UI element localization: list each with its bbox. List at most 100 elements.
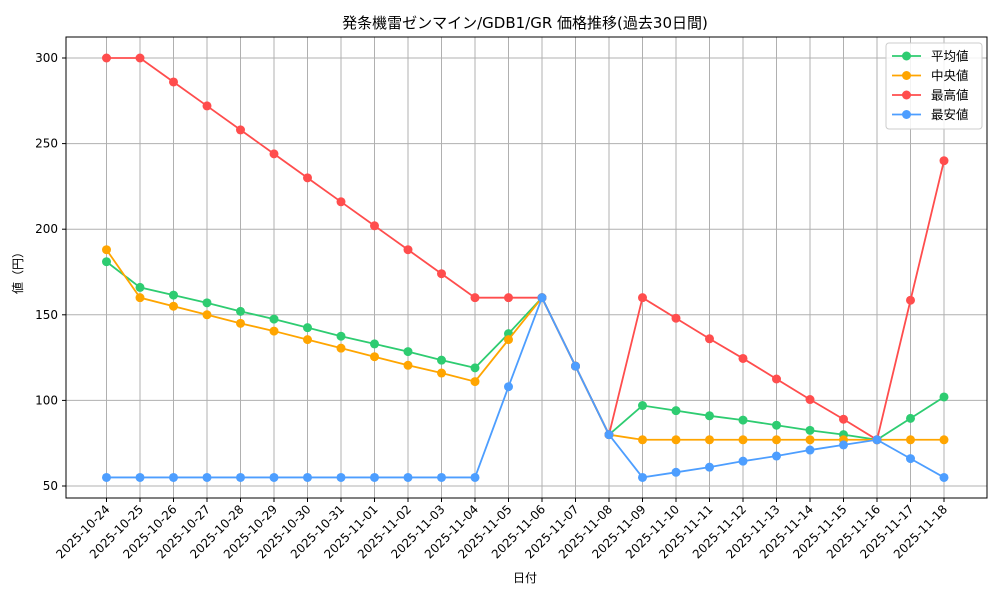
data-point (202, 101, 212, 111)
data-point (604, 430, 614, 440)
data-point (470, 472, 480, 482)
data-point (705, 435, 714, 445)
series-line (106, 57, 945, 442)
data-point (303, 173, 312, 183)
data-point (202, 298, 212, 308)
data-point (537, 293, 547, 303)
data-point (202, 472, 212, 482)
data-point (571, 361, 580, 371)
data-point (805, 425, 815, 435)
data-point (738, 353, 748, 363)
data-point (336, 472, 346, 482)
data-point (872, 435, 882, 445)
data-point (738, 456, 748, 466)
series-平均値 (102, 257, 949, 445)
data-point (437, 355, 446, 365)
data-point (336, 343, 346, 353)
data-point (772, 420, 781, 430)
data-point (269, 326, 279, 336)
legend-swatch-marker (902, 90, 911, 100)
data-point (135, 293, 145, 303)
data-point (671, 406, 681, 416)
legend-label: 平均値 (931, 49, 969, 64)
x-axis: 2025-10-242025-10-252025-10-262025-10-27… (53, 498, 950, 561)
data-point (169, 77, 178, 87)
data-point (403, 360, 413, 370)
data-point (839, 440, 848, 450)
data-point (202, 310, 212, 320)
data-point (805, 445, 815, 455)
data-point (370, 472, 379, 482)
data-point (269, 472, 279, 482)
data-point (705, 334, 714, 344)
data-point (638, 401, 647, 411)
data-point (102, 245, 111, 255)
series-line (105, 249, 944, 441)
data-point (705, 462, 714, 472)
data-point (939, 392, 949, 402)
data-point (269, 149, 279, 159)
data-point (236, 472, 245, 482)
data-point (403, 472, 413, 482)
legend-label: 最安値 (931, 107, 969, 122)
data-point (135, 53, 145, 63)
legend-label: 中央値 (931, 68, 969, 83)
data-point (939, 156, 949, 166)
data-point (269, 314, 279, 324)
series-最高値 (102, 53, 949, 445)
data-point (671, 435, 681, 445)
data-point (671, 313, 681, 323)
data-point (805, 435, 815, 445)
data-point (906, 295, 915, 305)
data-point (470, 363, 480, 373)
y-tick-label: 300 (35, 51, 58, 65)
data-point (303, 472, 312, 482)
data-point (236, 318, 245, 328)
series-最安値 (102, 293, 949, 482)
y-tick-label: 50 (43, 479, 58, 493)
data-point (772, 435, 781, 445)
data-point (671, 467, 681, 477)
series-line (106, 295, 945, 479)
data-point (705, 411, 714, 421)
y-tick-label: 250 (35, 137, 58, 151)
data-point (135, 282, 145, 292)
legend-swatch-marker (902, 51, 911, 61)
y-tick-label: 200 (35, 222, 58, 236)
data-point (638, 293, 647, 303)
data-point (370, 339, 379, 349)
data-point (470, 377, 480, 387)
legend-swatch-marker (902, 71, 911, 80)
data-point (738, 415, 748, 425)
y-axis: 50 100 150 200 250 300 (35, 51, 66, 493)
data-point (169, 301, 178, 311)
y-axis-label: 値（円） (10, 246, 25, 294)
data-point (504, 293, 513, 303)
data-point (403, 347, 413, 357)
data-point (135, 472, 145, 482)
data-point (906, 435, 915, 445)
data-point (437, 368, 446, 378)
data-point (939, 435, 949, 445)
data-point (370, 221, 379, 231)
data-point (772, 374, 781, 384)
data-point (102, 53, 111, 63)
y-tick-label: 100 (35, 393, 58, 407)
data-point (437, 269, 446, 279)
data-point (102, 257, 111, 267)
data-point (470, 293, 480, 303)
data-point (906, 413, 915, 423)
data-point (772, 451, 781, 461)
data-point (303, 335, 312, 345)
data-point (336, 331, 346, 341)
data-point (169, 290, 178, 300)
data-point (906, 454, 915, 464)
chart-title: 発条機雷ゼンマイン/GDB1/GR 価格推移(過去30日間) (342, 14, 708, 32)
data-point (504, 382, 513, 392)
series-中央値 (102, 245, 949, 445)
x-axis-label: 日付 (513, 571, 537, 585)
legend-label: 最高値 (931, 88, 969, 103)
data-point (169, 472, 178, 482)
